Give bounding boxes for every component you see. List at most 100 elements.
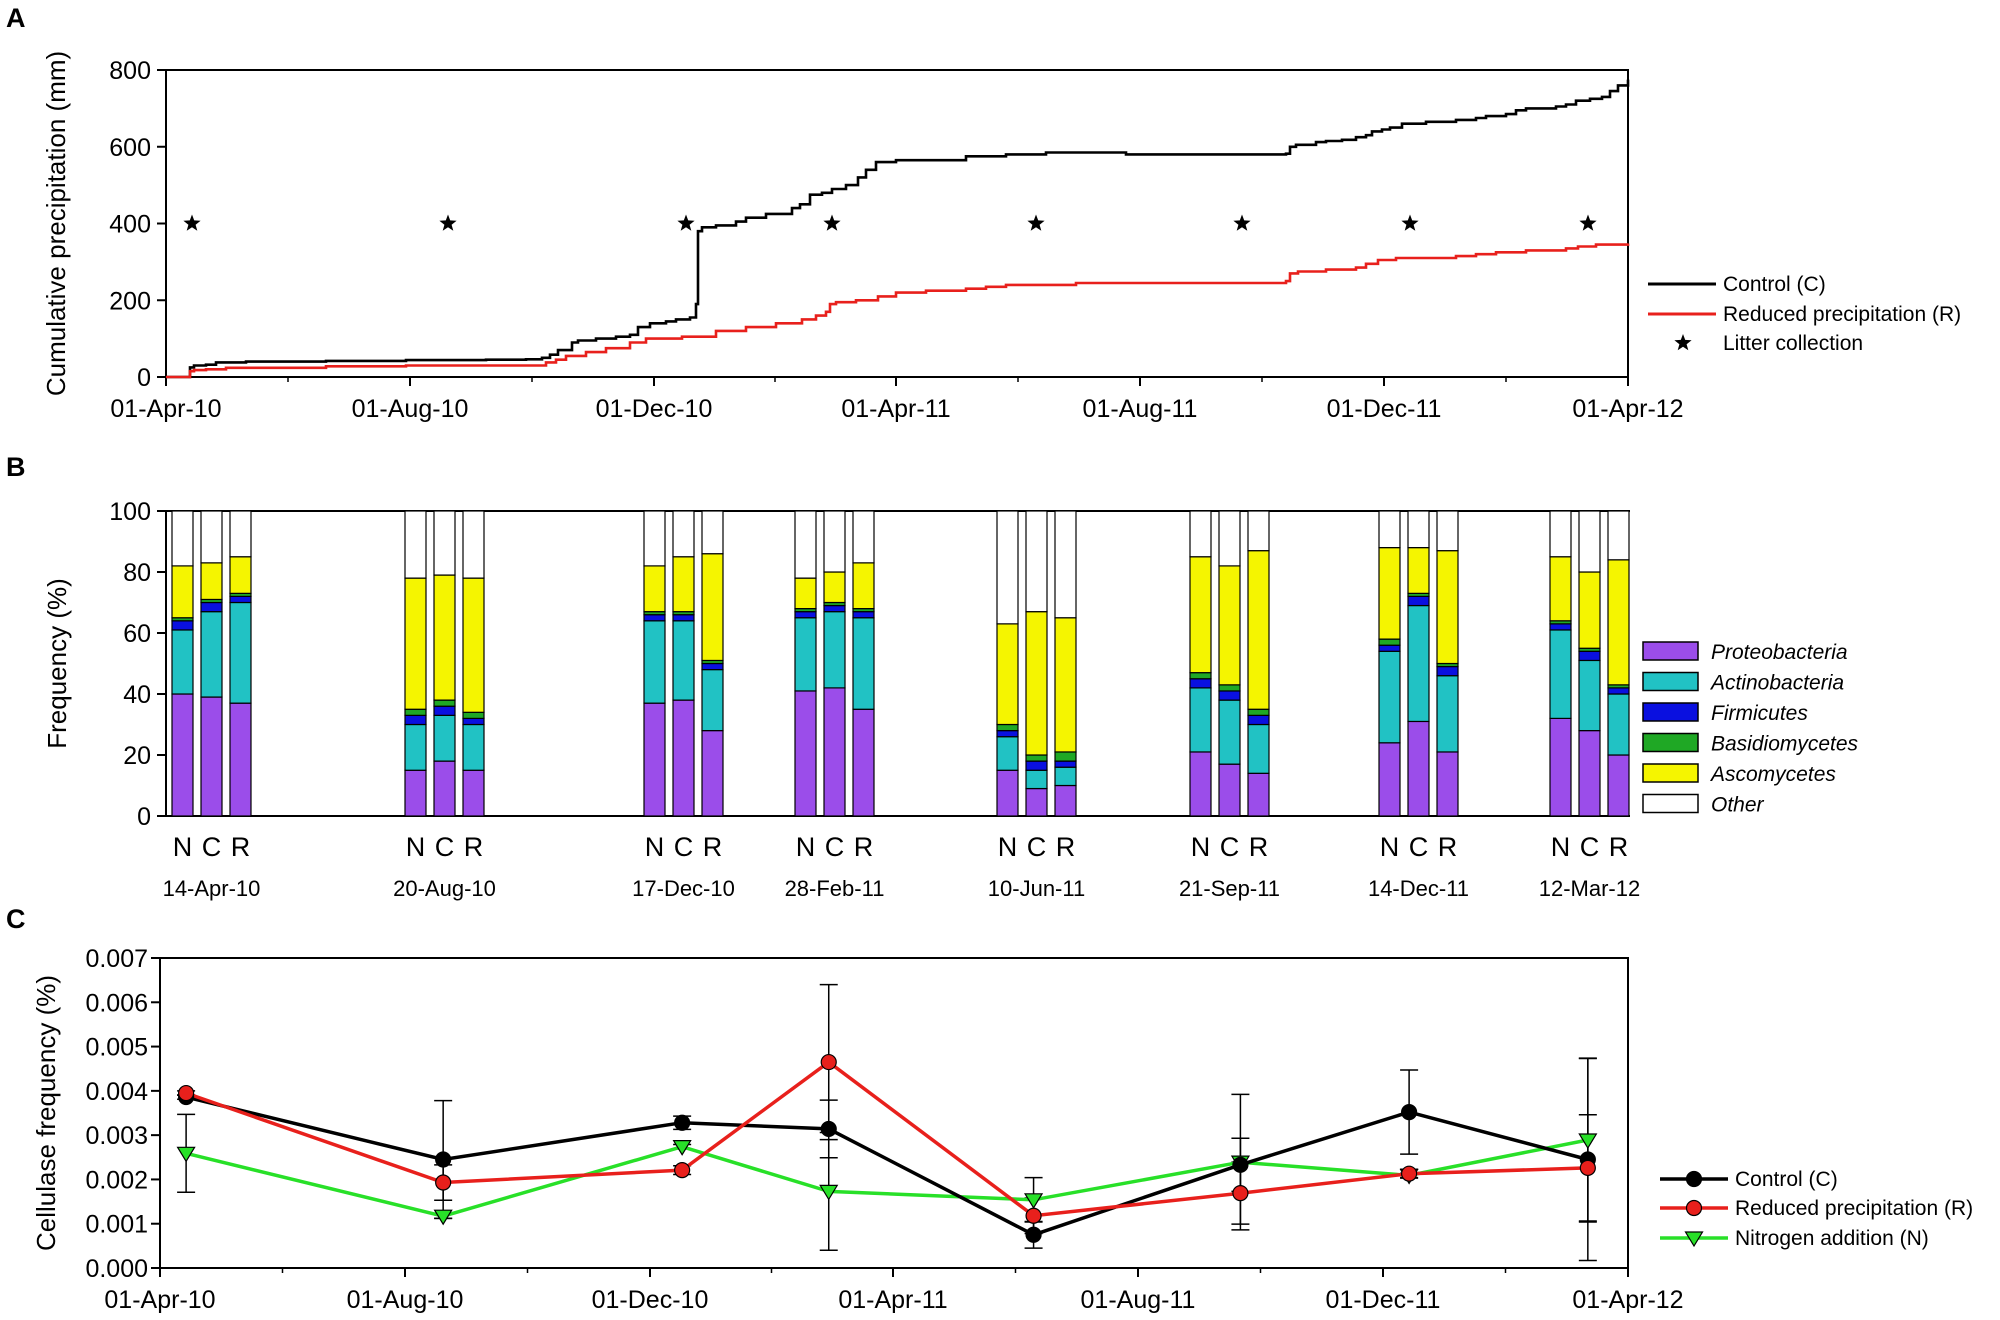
y-axis-title-a: Cumulative precipitation (mm): [41, 51, 71, 396]
data-point-nitrogen-addition-n: [819, 1184, 839, 1201]
treatment-label: R: [231, 832, 251, 862]
bar-segment-actinobacteria: [823, 611, 846, 689]
series-line-reduced-precipitation-r: [166, 243, 1630, 379]
y-tick-label-c: 0.003: [85, 1122, 148, 1150]
treatment-label: C: [1580, 832, 1600, 862]
y-tick-label-c: 0.005: [85, 1034, 148, 1062]
data-point-nitrogen-addition-n: [176, 1146, 196, 1163]
treatment-label: N: [1191, 832, 1211, 862]
bar-segment-other: [1025, 510, 1048, 613]
bar-segment-other: [823, 510, 846, 573]
treatment-label: C: [435, 832, 455, 862]
data-point-reduced-precipitation-r: [1579, 1159, 1596, 1177]
bar-segment-other: [404, 510, 427, 579]
treatment-label: N: [1380, 832, 1400, 862]
bar-segment-proteobacteria: [229, 702, 252, 817]
data-point-control-c: [820, 1120, 837, 1138]
bar-segment-ascomycetes: [672, 556, 695, 613]
bar-segment-ascomycetes: [643, 565, 666, 613]
y-tick-label-b: 100: [109, 498, 151, 526]
bar-segment-actinobacteria: [701, 668, 724, 732]
bar-segment-other: [1578, 510, 1601, 573]
data-point-nitrogen-addition-n: [672, 1140, 692, 1156]
bar-segment-firmicutes: [996, 729, 1019, 738]
bar-segment-ascomycetes: [1189, 556, 1212, 674]
bar-segment-actinobacteria: [1189, 687, 1212, 753]
bar-segment-proteobacteria: [1607, 754, 1630, 817]
x-tick-label-a: 01-Apr-12: [1572, 395, 1683, 423]
bar-segment-firmicutes: [1218, 690, 1241, 701]
bar-segment-actinobacteria: [1578, 659, 1601, 732]
litter-collection-star: [1401, 214, 1419, 231]
legend-label-control-c: Control (C): [1723, 273, 1826, 296]
bar-segment-firmicutes: [1247, 714, 1270, 726]
legend-swatch-proteobacteria: [1642, 641, 1699, 661]
data-point-reduced-precipitation-r: [674, 1162, 691, 1179]
bar-segment-ascomycetes: [996, 623, 1019, 726]
bar-segment-firmicutes: [1578, 650, 1601, 662]
treatment-label: N: [998, 832, 1018, 862]
bar-segment-ascomycetes: [852, 562, 875, 610]
treatment-label: N: [406, 832, 426, 862]
treatment-label: C: [1409, 832, 1429, 862]
treatment-label: C: [825, 832, 845, 862]
bar-segment-other: [794, 510, 817, 579]
y-axis-title-b: Frequency (%): [42, 578, 72, 749]
data-point-control-c: [1401, 1104, 1418, 1121]
legend-swatch-firmicutes: [1642, 702, 1699, 722]
series-line-reduced-precipitation-r: [185, 1059, 1588, 1218]
treatment-label: C: [202, 832, 222, 862]
bar-segment-ascomycetes: [433, 574, 456, 701]
bar-segment-proteobacteria: [996, 769, 1019, 817]
bar-segment-other: [1607, 510, 1630, 561]
bar-segment-other: [1407, 510, 1430, 549]
bar-segment-firmicutes: [823, 604, 846, 613]
y-tick-label-c: 0.000: [85, 1255, 148, 1283]
data-point-control-c: [435, 1151, 452, 1168]
panel-a-precipitation-chart: 0 200 400 600 800 01-Apr-10 01-Aug-10 01-Dec-10…: [41, 51, 1961, 423]
bar-segment-other: [433, 510, 456, 576]
x-tick-label-c: 01-Dec-11: [1326, 1286, 1441, 1314]
panel-c-cellulase-chart: 0.000 0.001 0.002 0.003 0.004 0.005 0.006 0.007…: [31, 945, 1973, 1314]
bar-segment-firmicutes: [643, 614, 666, 622]
bar-segment-other: [852, 510, 875, 564]
y-tick-label-a: 400: [109, 211, 151, 239]
sample-date-label: 17-Dec-10: [632, 876, 735, 901]
bar-segment-actinobacteria: [1407, 604, 1430, 723]
bar-segment-actinobacteria: [200, 611, 223, 698]
x-tick-label-a: 01-Aug-10: [352, 395, 469, 423]
bar-segment-other: [462, 510, 485, 579]
bar-segment-firmicutes: [1378, 644, 1401, 652]
bar-segment-other: [200, 510, 223, 564]
treatment-label: N: [1551, 832, 1571, 862]
litter-collection-star: [823, 214, 841, 231]
bar-segment-other: [643, 510, 666, 567]
panel-letter-a: A: [6, 3, 26, 33]
bar-segment-proteobacteria: [852, 708, 875, 817]
bar-segment-ascomycetes: [823, 571, 846, 604]
litter-collection-star: [1233, 214, 1251, 231]
litter-collection-star: [677, 214, 695, 231]
bar-segment-ascomycetes: [200, 562, 223, 601]
bar-segment-proteobacteria: [200, 696, 223, 817]
legend-swatch-other: [1642, 793, 1699, 814]
sample-date-label: 14-Apr-10: [163, 876, 261, 901]
bar-segment-actinobacteria: [433, 714, 456, 762]
bar-segment-ascomycetes: [1549, 556, 1572, 622]
bar-segment-actinobacteria: [404, 723, 427, 771]
x-tick-label-c: 01-Dec-10: [592, 1286, 709, 1314]
bar-segment-proteobacteria: [1378, 742, 1401, 817]
treatment-label: R: [1249, 832, 1269, 862]
bar-segment-proteobacteria: [404, 769, 427, 817]
y-tick-label-b: 40: [123, 681, 151, 709]
y-tick-label-b: 0: [137, 803, 151, 831]
legend-swatch-actinobacteria: [1642, 671, 1699, 692]
y-tick-label-a: 0: [137, 364, 151, 392]
legend-label-reduced-precipitation-r: Reduced precipitation (R): [1735, 1197, 1973, 1220]
bar-segment-proteobacteria: [1025, 787, 1048, 817]
bar-segment-basidiomycetes: [1025, 754, 1048, 762]
treatment-label: N: [173, 832, 193, 862]
bar-segment-other: [996, 510, 1019, 625]
y-tick-label-c: 0.002: [85, 1166, 148, 1194]
